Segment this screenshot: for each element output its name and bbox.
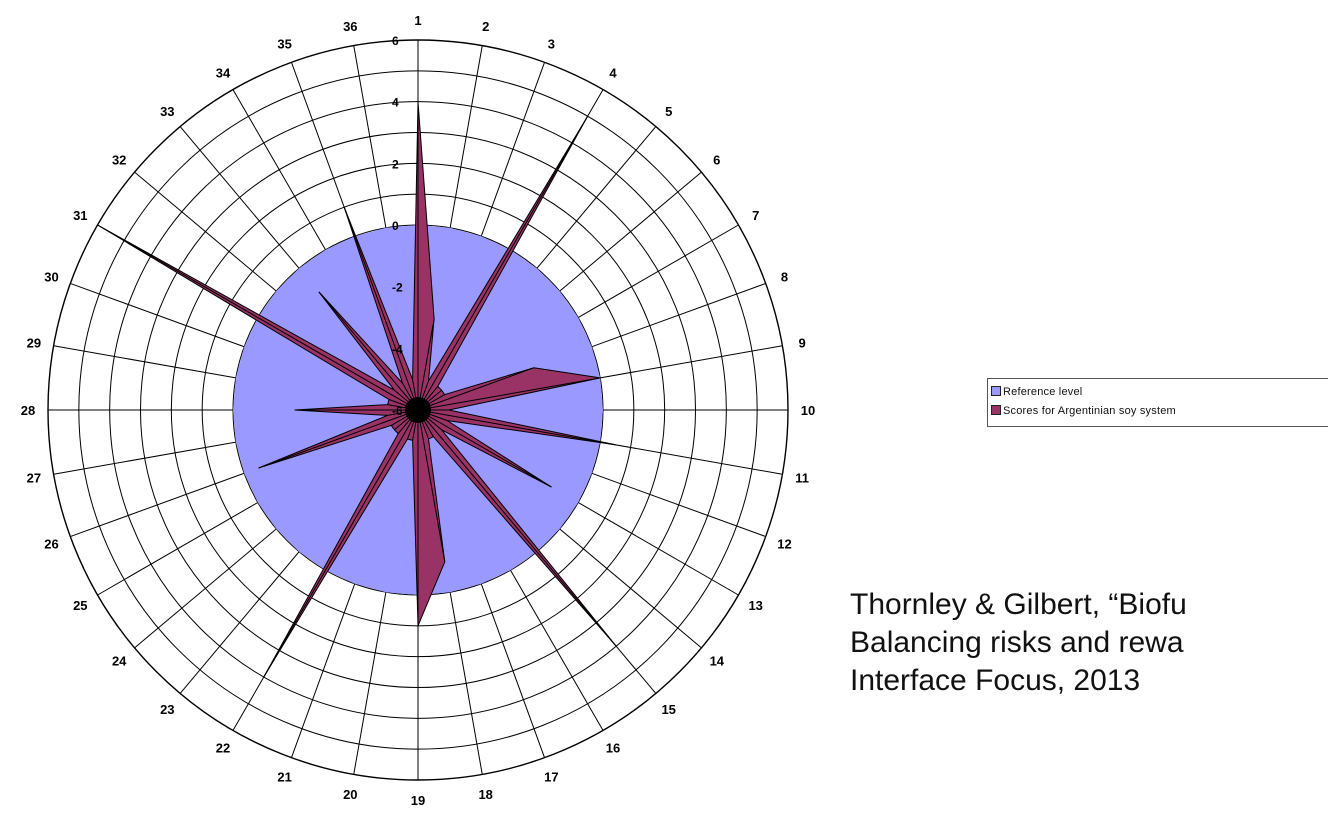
radial-tick-label: 6 bbox=[392, 34, 399, 48]
category-label: 19 bbox=[411, 793, 425, 808]
category-label: 8 bbox=[781, 270, 788, 285]
series-point-spoke bbox=[417, 377, 601, 411]
series-point-spoke bbox=[318, 291, 419, 411]
category-label: 20 bbox=[343, 787, 357, 802]
series-point-spoke bbox=[417, 409, 617, 647]
radial-tick-label: -4 bbox=[392, 342, 403, 356]
legend-label-scores: Scores for Argentinian soy system bbox=[1003, 405, 1176, 417]
legend-swatch-scores bbox=[991, 405, 1001, 415]
series-point-spoke bbox=[417, 409, 446, 562]
series-point-spoke bbox=[417, 409, 552, 488]
category-label: 14 bbox=[710, 654, 725, 669]
series-point-spoke bbox=[417, 409, 616, 446]
category-label: 31 bbox=[73, 208, 87, 223]
series-point-spoke bbox=[417, 318, 435, 411]
series-point-spoke bbox=[263, 409, 419, 678]
category-label: 35 bbox=[277, 37, 291, 52]
legend-swatch-reference bbox=[991, 386, 1001, 396]
radial-tick-label: 4 bbox=[392, 96, 399, 110]
citation-line-2: Balancing risks and rewa bbox=[850, 626, 1184, 659]
category-label: 18 bbox=[478, 787, 492, 802]
category-label: 29 bbox=[27, 335, 41, 350]
category-label: 22 bbox=[216, 741, 230, 756]
citation-text: Thornley & Gilbert, “Biofu Balancing ris… bbox=[850, 586, 1187, 700]
category-label: 36 bbox=[343, 19, 357, 34]
category-label: 30 bbox=[44, 270, 58, 285]
category-label: 5 bbox=[665, 104, 672, 119]
radial-tick-label: 2 bbox=[392, 157, 399, 171]
category-label: 33 bbox=[160, 104, 174, 119]
citation-line-1: Thornley & Gilbert, “Biofu bbox=[850, 588, 1187, 621]
category-label: 27 bbox=[27, 471, 41, 486]
series-areas bbox=[97, 101, 617, 678]
category-label: 17 bbox=[544, 770, 558, 785]
category-label: 16 bbox=[606, 741, 620, 756]
category-label: 34 bbox=[216, 65, 231, 80]
category-label: 10 bbox=[801, 403, 815, 418]
category-label: 21 bbox=[277, 770, 291, 785]
series-point-spoke bbox=[417, 116, 589, 411]
chart-legend: Reference level Scores for Argentinian s… bbox=[987, 378, 1328, 427]
category-label: 23 bbox=[160, 702, 174, 717]
category-label: 3 bbox=[548, 37, 555, 52]
legend-label-reference: Reference level bbox=[1003, 386, 1083, 398]
category-label: 2 bbox=[482, 19, 489, 34]
category-label: 7 bbox=[752, 208, 759, 223]
category-label: 32 bbox=[112, 152, 126, 167]
citation-line-3: Interface Focus, 2013 bbox=[850, 664, 1141, 697]
category-label: 28 bbox=[21, 403, 35, 418]
category-label: 4 bbox=[609, 65, 617, 80]
series-point-spoke bbox=[417, 367, 535, 411]
category-label: 13 bbox=[748, 598, 762, 613]
legend-item-scores: Scores for Argentinian soy system bbox=[991, 405, 1176, 417]
series-point-spoke bbox=[343, 207, 419, 411]
category-label: 1 bbox=[414, 13, 421, 28]
category-label: 15 bbox=[661, 702, 675, 717]
category-label: 12 bbox=[777, 536, 791, 551]
category-label: 24 bbox=[112, 654, 127, 669]
radial-tick-label: 0 bbox=[392, 219, 399, 233]
category-label: 6 bbox=[713, 152, 720, 167]
series-point-spoke bbox=[258, 409, 419, 469]
legend-item-reference: Reference level bbox=[991, 386, 1082, 398]
radial-tick-label: -2 bbox=[392, 281, 403, 295]
category-labels: 1 234567891011121314151617181920212223242… bbox=[21, 13, 815, 808]
category-label: 11 bbox=[795, 471, 809, 486]
series-point-spoke bbox=[97, 224, 419, 411]
radial-tick-label: -6 bbox=[392, 404, 403, 418]
category-label: 9 bbox=[798, 335, 805, 350]
chart-center bbox=[405, 397, 431, 423]
radial-tick-labels: 6 4 2 0 -2 -4 -6 bbox=[392, 34, 403, 418]
category-label: 25 bbox=[73, 598, 87, 613]
category-label: 26 bbox=[44, 536, 58, 551]
